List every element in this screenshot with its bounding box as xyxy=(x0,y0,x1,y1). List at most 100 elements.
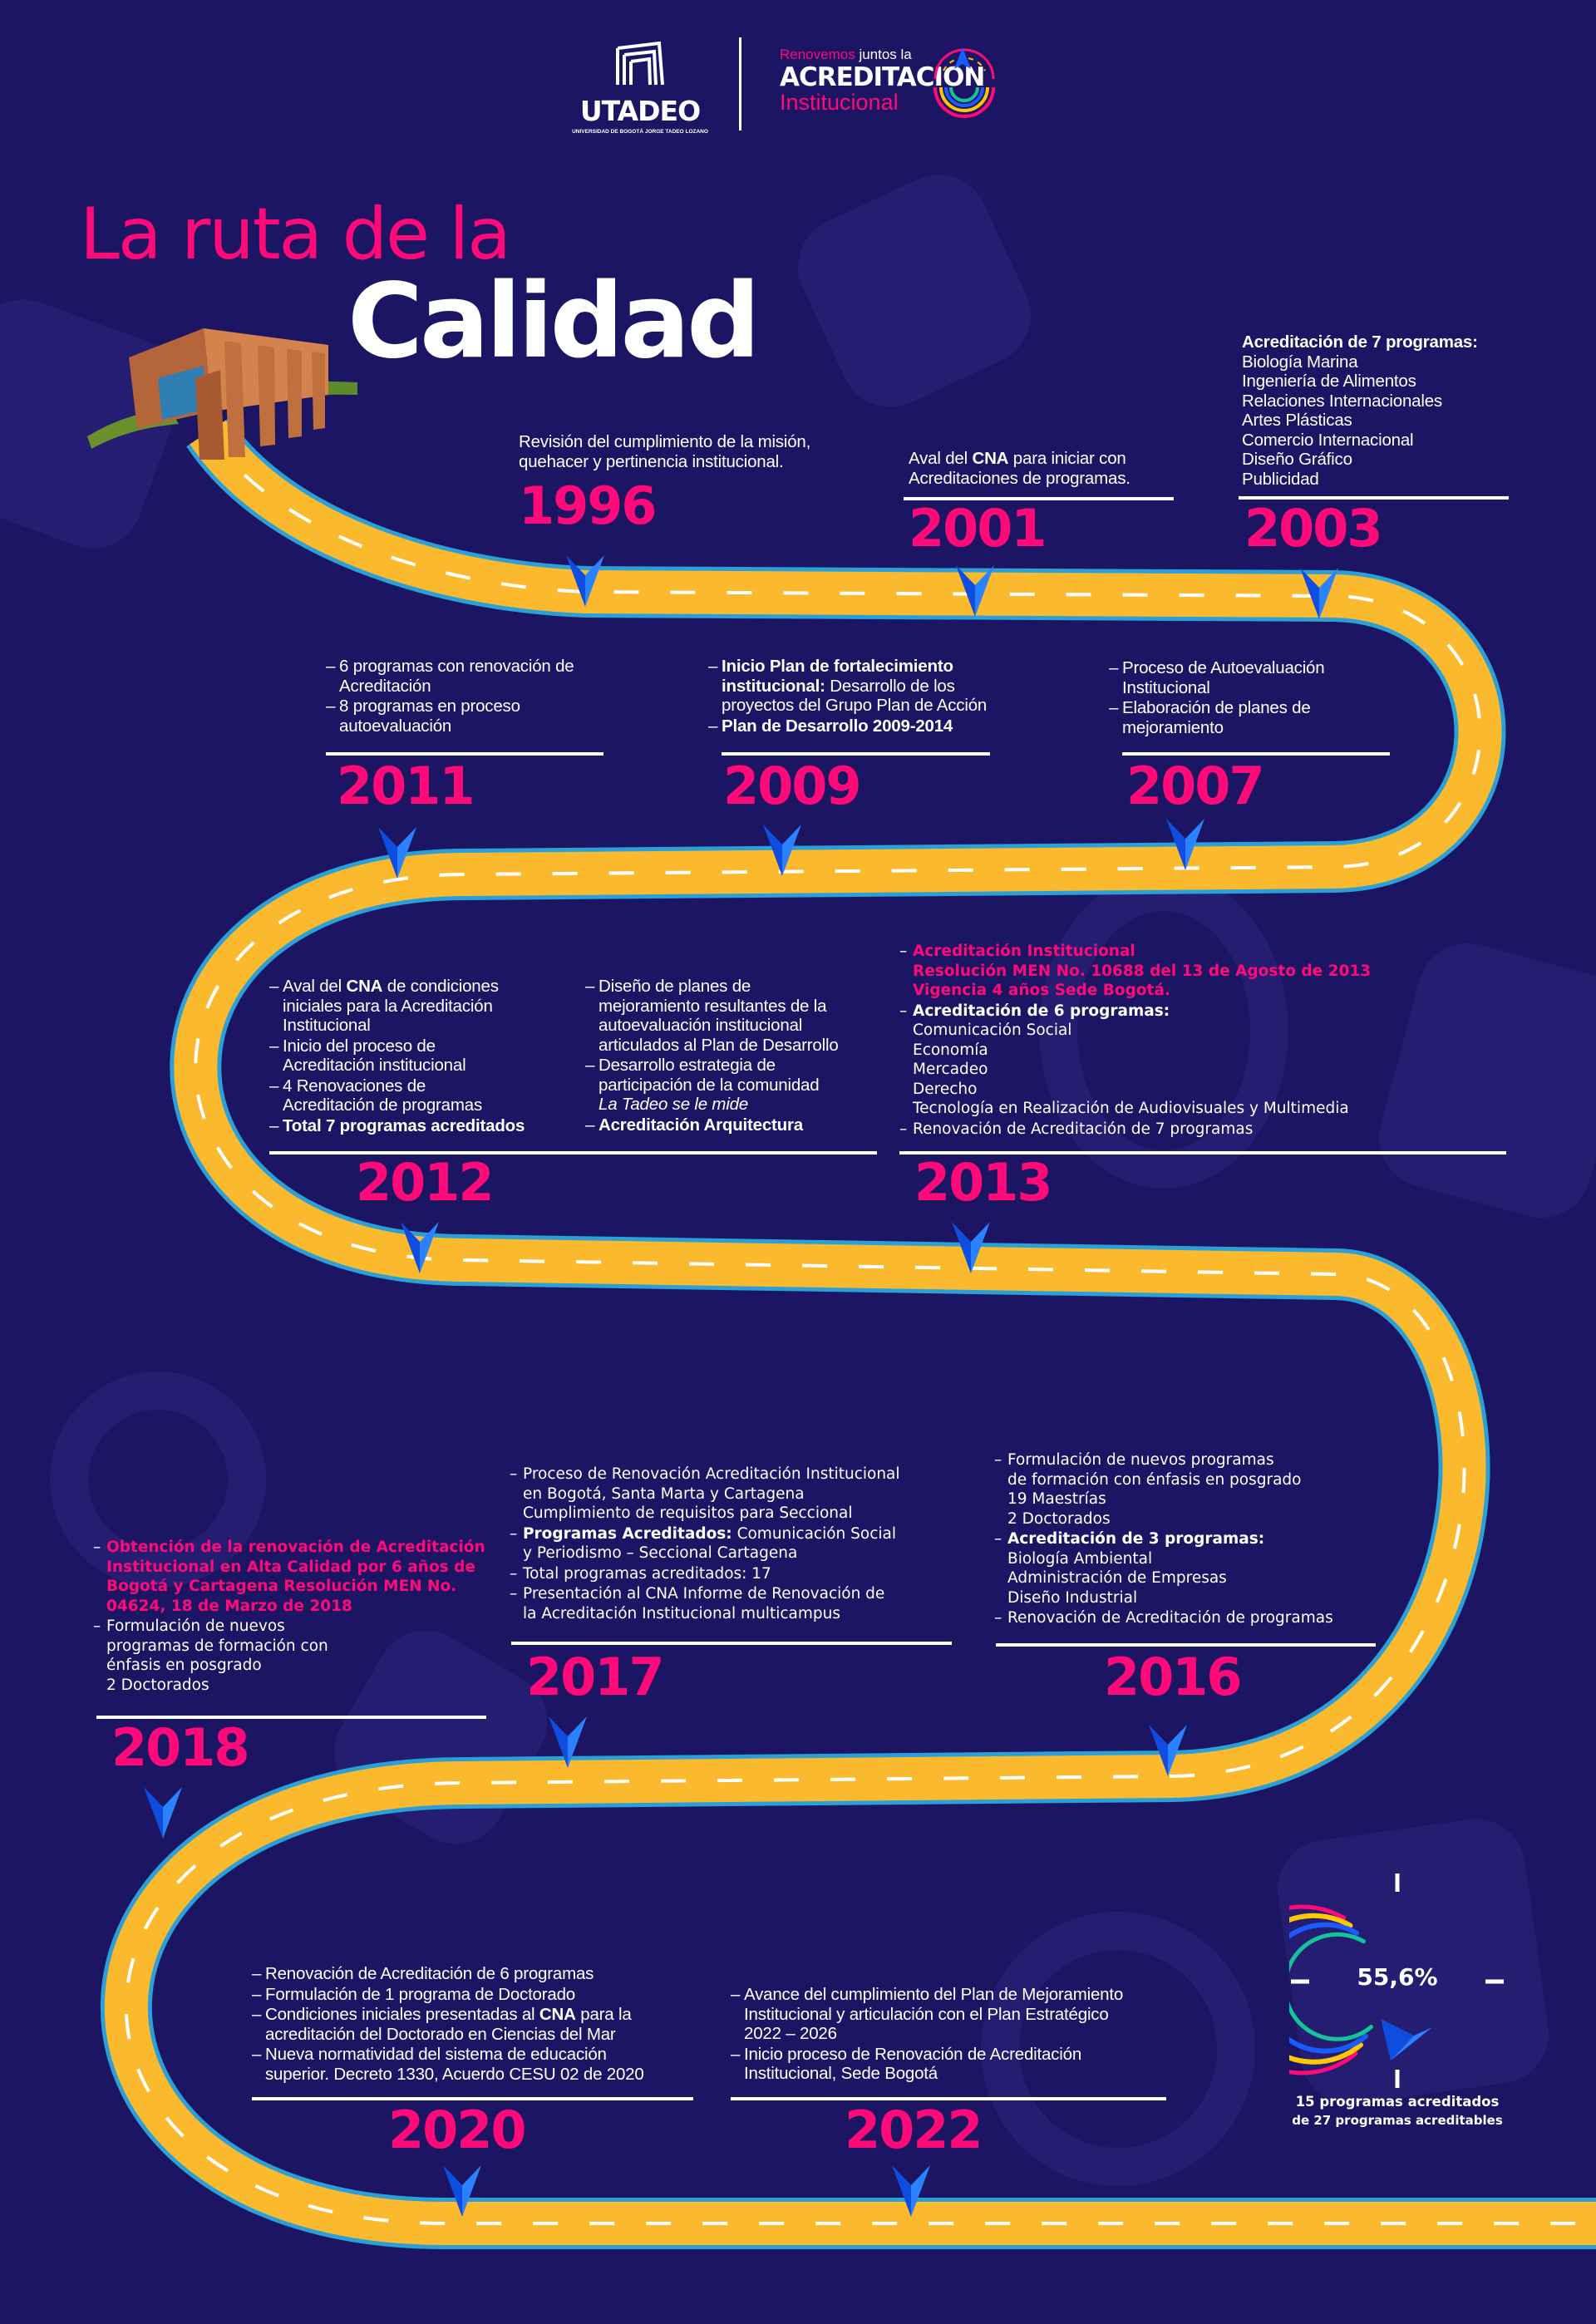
milestone-line-text: 2022 – 2026 xyxy=(744,2024,837,2043)
milestone-item: – Proceso de Renovación Acreditación Inst… xyxy=(510,1465,900,1524)
renovemos-text: Renovemos xyxy=(780,47,855,62)
milestone-item: – Renovación de Acreditación de 6 program… xyxy=(252,1964,644,1984)
milestone-line: superior. Decreto 1330, Acuerdo CESU 02 … xyxy=(265,2065,644,2085)
bullet-dash: – xyxy=(269,977,279,996)
milestone-divider xyxy=(1122,752,1390,756)
milestone-divider xyxy=(511,1642,952,1645)
milestone-line: Acreditación institucional xyxy=(283,1056,466,1076)
milestone-line: Mercadeo xyxy=(913,1060,1349,1080)
bold-text: Inicio Plan de fortalecimiento xyxy=(722,657,953,676)
milestone-item: – Renovación de Acreditación de programas xyxy=(994,1608,1333,1628)
milestone-line-text: de formación con énfasis en posgrado xyxy=(1007,1470,1302,1489)
milestone-item: – Acreditación de 3 programas: Biología Am… xyxy=(994,1529,1333,1608)
juntos-text: juntos la xyxy=(855,47,912,62)
milestone-item: – Acreditación Arquitectura xyxy=(585,1115,839,1135)
milestone-item: – Programas Acreditados: Comunicación Soc… xyxy=(510,1524,900,1563)
milestone-text-2016: – Formulación de nuevos programas de forma… xyxy=(994,1450,1333,1628)
milestone-line-text: programas de formación con xyxy=(106,1637,328,1655)
milestone-line-text: Diseño Industrial xyxy=(1007,1588,1138,1607)
bullet-dash: – xyxy=(708,716,718,736)
bullet-dash: – xyxy=(585,1115,595,1135)
milestone-item: – Obtención de la renovación de Acreditac… xyxy=(93,1538,485,1616)
highlight-text: Vigencia 4 años Sede Bogotá. xyxy=(913,982,1170,999)
bold-text: Acreditación de 3 programas: xyxy=(1007,1530,1265,1548)
milestone-line: Formulación de nuevos xyxy=(106,1617,328,1637)
milestone-line: Artes Plásticas xyxy=(1242,411,1478,431)
bullet-dash: – xyxy=(252,2045,262,2064)
milestone-text-2012: – Diseño de planes de mejoramiento resulta… xyxy=(585,977,839,1135)
building-illustration xyxy=(87,328,357,460)
milestone-line-text: Formulación de nuevos xyxy=(106,1617,285,1635)
milestone-line-text: 4 Renovaciones de xyxy=(283,1076,426,1096)
milestone-line-text: autoevaluación xyxy=(339,716,452,736)
milestone-line-text: Aval del xyxy=(283,977,347,996)
milestone-item: – Nueva normatividad del sistema de educa… xyxy=(252,2045,644,2084)
milestone-line: Desarrollo estrategia de xyxy=(598,1056,819,1076)
highlight-text: Acreditación Institucional xyxy=(913,943,1135,960)
milestone-line-text: de condiciones xyxy=(382,977,499,996)
milestone-line-text: Acreditación de programas xyxy=(283,1096,482,1115)
milestone-text-2022: – Avance del cumplimiento del Plan de Mej… xyxy=(731,1985,1123,2084)
milestone-line-text: Ingeniería de Alimentos xyxy=(1242,372,1416,391)
location-arrow-icon xyxy=(443,2165,481,2217)
milestone-item: – Inicio del proceso de Acreditación insti… xyxy=(269,1036,525,1076)
milestone-line-text: la Acreditación Institucional multicampu… xyxy=(523,1604,840,1622)
title-line-1: La ruta de la xyxy=(80,193,511,276)
milestone-item: – Avance del cumplimiento del Plan de Mej… xyxy=(731,1985,1123,2044)
utadeo-wordmark: UTADEO xyxy=(579,95,701,127)
milestone-item-body: Total programas acreditados: 17 xyxy=(523,1564,771,1584)
gauge-ring xyxy=(1289,1932,1373,2041)
milestone-item-body: 6 programas con renovación de Acreditació… xyxy=(339,657,574,696)
milestone-line: Formulación de 1 programa de Doctorado xyxy=(265,1985,575,2005)
milestone-line-text: Administración de Empresas xyxy=(1007,1569,1227,1587)
milestone-line: Elaboración de planes de xyxy=(1122,698,1311,718)
milestone-line: 8 programas en proceso xyxy=(339,697,520,716)
milestone-line: Acreditación de 3 programas: xyxy=(1007,1529,1264,1549)
milestone-line: Formulación de nuevos programas xyxy=(1007,1450,1302,1470)
bullet-dash: – xyxy=(899,943,908,960)
milestone-line-text: para iniciar con xyxy=(1008,449,1126,468)
milestone-line-text: Institucional xyxy=(1122,677,1210,697)
milestone-text-1996: Revisión del cumplimiento de la misión, q… xyxy=(519,432,810,471)
bold-text: CNA xyxy=(972,449,1009,468)
milestone-line: 04624, 18 de Marzo de 2018 xyxy=(106,1597,485,1617)
milestone-text-2017: – Proceso de Renovación Acreditación Inst… xyxy=(510,1465,900,1623)
milestone-line: Presentación al CNA Informe de Renovació… xyxy=(523,1584,884,1604)
milestone-line-text: Institucional, Sede Bogotá xyxy=(744,2064,938,2083)
milestone-line: articulados al Plan de Desarrollo xyxy=(598,1036,839,1056)
milestone-item-body: Inicio Plan de fortalecimiento institucio… xyxy=(722,657,987,716)
bullet-dash: – xyxy=(510,1585,518,1603)
milestone-line-text: Biología Ambiental xyxy=(1007,1549,1153,1568)
milestone-line: Vigencia 4 años Sede Bogotá. xyxy=(913,981,1371,1001)
location-arrow-icon xyxy=(549,1716,587,1768)
bold-text: Plan de Desarrollo 2009-2014 xyxy=(722,716,953,736)
milestone-year-2001: 2001 xyxy=(909,498,1047,559)
bullet-dash: – xyxy=(510,1564,518,1583)
milestone-year-2022: 2022 xyxy=(845,2100,983,2160)
milestone-item: –4 Renovaciones de Acreditación de progra… xyxy=(269,1076,525,1115)
milestone-line: Inicio Plan de fortalecimiento xyxy=(722,657,987,677)
bullet-dash: – xyxy=(269,1115,279,1135)
milestone-line-text: mejoramiento resultantes de la xyxy=(598,996,827,1016)
location-arrow-icon xyxy=(566,555,604,607)
institucional-text: Institucional xyxy=(780,90,899,116)
milestone-line: en Bogotá, Santa Marta y Cartagena xyxy=(523,1485,900,1504)
italic-text: La Tadeo se le mide xyxy=(598,1095,749,1114)
milestone-line-text: Presentación al CNA Informe de Renovació… xyxy=(523,1585,885,1603)
milestone-line-text: Acreditaciones de programas. xyxy=(909,468,1130,488)
milestone-item-body: Elaboración de planes de mejoramiento xyxy=(1122,698,1311,737)
milestone-year-1996: 1996 xyxy=(519,475,658,536)
bullet-dash: – xyxy=(269,1076,279,1096)
bold-text: Total 7 programas acreditados xyxy=(283,1115,525,1135)
bullet-dash: – xyxy=(510,1524,518,1543)
location-arrow-icon xyxy=(378,827,416,879)
milestone-line-text: Mercadeo xyxy=(913,1061,988,1078)
milestone-line: iniciales para la Acreditación xyxy=(283,997,499,1017)
milestone-item-body: Proceso de Autoevaluación Institucional xyxy=(1122,658,1325,697)
milestone-item-body: Acreditación de 7 programas: Biología Mar… xyxy=(1242,332,1478,489)
milestone-line-text: Diseño de planes de xyxy=(598,977,751,996)
milestone-line-text: 2 Doctorados xyxy=(106,1676,209,1694)
gauge-ring xyxy=(1289,1922,1368,2054)
milestone-line-text: Publicidad xyxy=(1242,469,1319,489)
milestone-divider xyxy=(269,1151,877,1155)
